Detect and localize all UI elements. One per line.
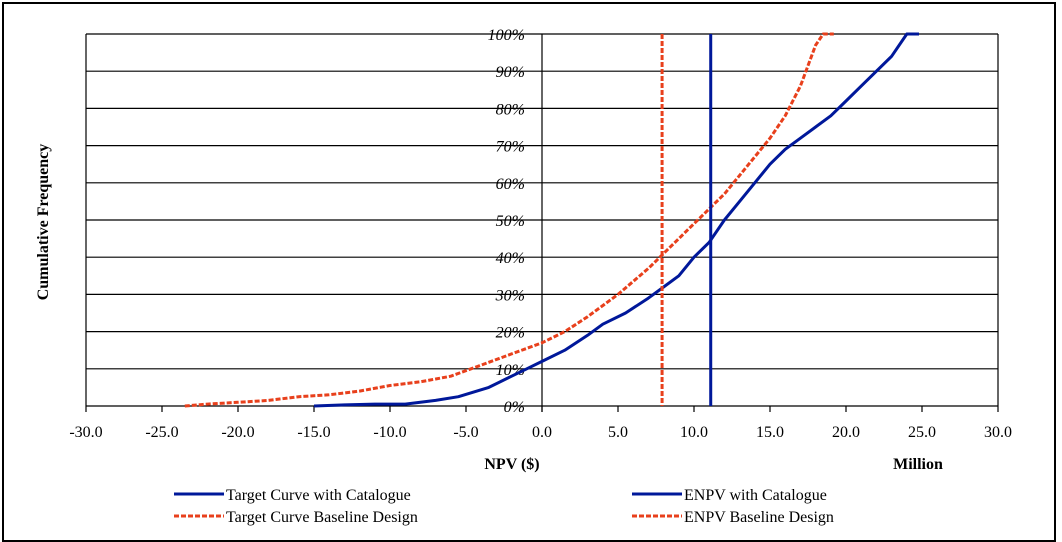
x-axis-unit-label: Million bbox=[893, 456, 943, 473]
x-tick-label: -20.0 bbox=[221, 424, 254, 441]
series-lines bbox=[184, 32, 919, 408]
legend-label: Target Curve with Catalogue bbox=[226, 487, 411, 504]
x-tick-label: -5.0 bbox=[453, 424, 478, 441]
y-tick-label: 20% bbox=[496, 325, 525, 342]
x-tick-label: -25.0 bbox=[145, 424, 178, 441]
x-tick-label: 30.0 bbox=[984, 424, 1012, 441]
y-tick-labels: 0%10%20%30%40%50%60%70%80%90%100% bbox=[488, 27, 525, 416]
y-tick-label: 80% bbox=[496, 101, 525, 118]
y-tick-label: 0% bbox=[504, 399, 525, 416]
x-tick-label: -10.0 bbox=[373, 424, 406, 441]
y-tick-label: 100% bbox=[488, 27, 525, 44]
x-tick-label: 25.0 bbox=[908, 424, 936, 441]
series-line-target-curve-baseline-design bbox=[184, 32, 834, 408]
x-tick-label: -30.0 bbox=[69, 424, 102, 441]
y-tick-label: 60% bbox=[496, 176, 525, 193]
y-tick-label: 90% bbox=[496, 64, 525, 81]
x-tick-label: 0.0 bbox=[532, 424, 552, 441]
y-tick-label: 50% bbox=[496, 213, 525, 230]
x-tick-label: 5.0 bbox=[608, 424, 628, 441]
series-line-target-curve-with-catalogue bbox=[313, 32, 919, 408]
legend-label: Target Curve Baseline Design bbox=[226, 509, 418, 526]
y-tick-label: 40% bbox=[496, 250, 525, 267]
x-tick-label: 20.0 bbox=[832, 424, 860, 441]
x-tick-label: 10.0 bbox=[680, 424, 708, 441]
legend-label: ENPV with Catalogue bbox=[684, 487, 827, 504]
y-axis-title: Cumulative Frequency bbox=[35, 144, 52, 301]
legend-label: ENPV Baseline Design bbox=[684, 509, 834, 526]
x-tick-labels: -30.0 -25.0 -20.0 -15.0 -10.0 -5.0 0.0 5.0 10.0 1… bbox=[69, 424, 1012, 441]
y-tick-label: 30% bbox=[495, 287, 525, 304]
gridlines bbox=[85, 33, 999, 412]
x-tick-label: 15.0 bbox=[756, 424, 784, 441]
x-axis-title: NPV ($) bbox=[484, 456, 539, 473]
y-tick-label: 70% bbox=[496, 139, 525, 156]
x-tick-label: -15.0 bbox=[297, 424, 330, 441]
legend: Target Curve with Catalogue Target Curve … bbox=[174, 487, 834, 526]
